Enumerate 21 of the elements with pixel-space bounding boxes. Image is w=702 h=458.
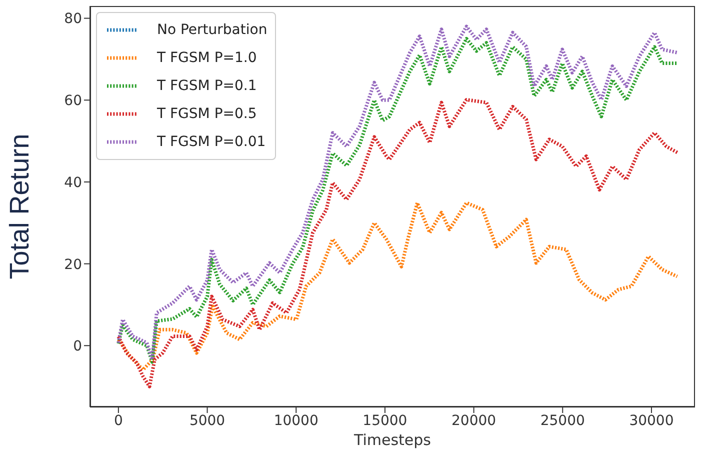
legend-label: T FGSM P=0.5 — [157, 106, 257, 122]
legend-label: No Perturbation — [157, 22, 268, 38]
x-tick-label: 30000 — [629, 412, 674, 429]
x-tick-label: 5000 — [189, 412, 226, 429]
x-tick-label: 0 — [114, 412, 123, 429]
y-tick-label: 0 — [73, 338, 82, 355]
y-axis-title: Total Return — [4, 134, 35, 280]
x-tick-label: 10000 — [274, 412, 318, 429]
x-tick-label: 15000 — [362, 412, 408, 429]
legend-label: T FGSM P=1.0 — [157, 50, 257, 66]
line-series — [116, 201, 679, 372]
y-tick-label: 80 — [64, 11, 82, 28]
y-tick-label: 40 — [64, 174, 82, 191]
x-tick-label: 20000 — [452, 412, 496, 429]
legend-label: T FGSM P=0.01 — [157, 134, 266, 150]
x-axis-title: Timesteps — [353, 431, 432, 449]
x-tick-label: 25000 — [540, 412, 585, 429]
line-series — [116, 98, 679, 388]
legend-label: T FGSM P=0.1 — [157, 78, 257, 94]
y-tick-label: 20 — [64, 256, 82, 273]
y-tick-label: 60 — [64, 93, 82, 110]
